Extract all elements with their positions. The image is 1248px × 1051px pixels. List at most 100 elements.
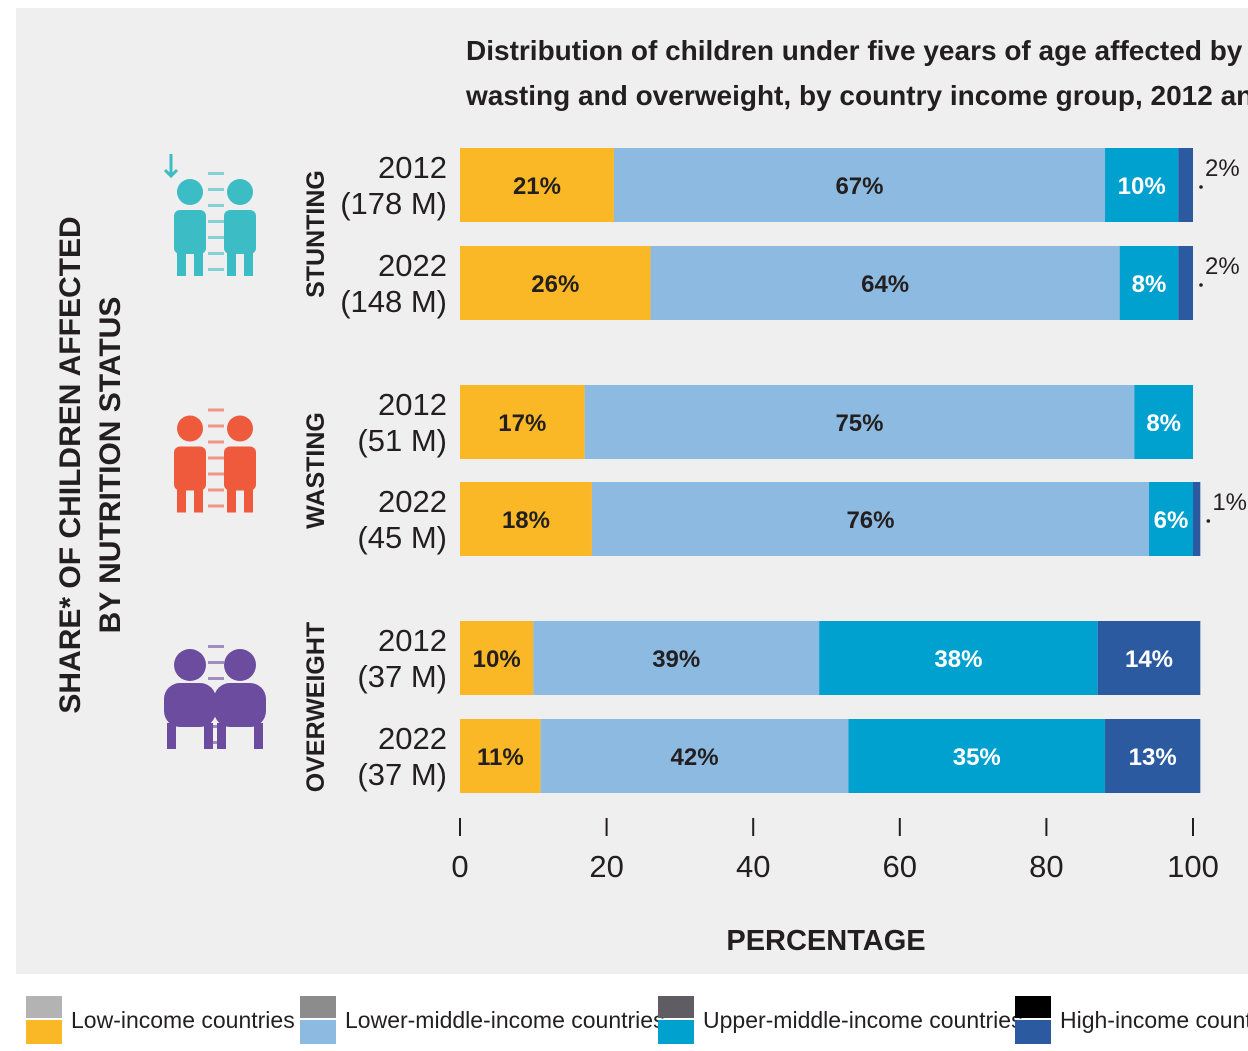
x-tick-label: 0 — [451, 849, 468, 884]
ruler-tick-shape — [208, 204, 224, 207]
bar-segment — [460, 621, 534, 695]
row-year-label: 2022 — [378, 484, 447, 519]
legend-swatch-color — [26, 1020, 62, 1044]
legend-label: High-income countries — [1060, 1007, 1248, 1033]
bar-segment — [819, 621, 1098, 695]
row-year-label: 2022 — [378, 248, 447, 283]
bar-segment — [1178, 246, 1193, 320]
down-arrow-shape — [163, 154, 179, 179]
row-count-label: (37 M) — [357, 757, 447, 792]
bar-segment — [460, 385, 585, 459]
row-count-label: (45 M) — [357, 520, 447, 555]
bar-value-label: 13% — [1129, 744, 1177, 771]
leader-dot — [1199, 283, 1203, 287]
legend-label: Upper-middle-income countries — [703, 1007, 1023, 1033]
bar-value-label: 42% — [671, 744, 719, 771]
legend-swatch-gray — [300, 996, 336, 1018]
bar-value-label: 26% — [531, 271, 579, 298]
child-leg-shape — [194, 486, 203, 513]
chart-legend: Low-income countries Lower-middle-income … — [26, 996, 1248, 1044]
bar-value-label: 14% — [1125, 646, 1173, 673]
row-year-label: 2012 — [378, 150, 447, 185]
group-label-wasting: WASTING — [302, 412, 330, 529]
chart-title: Distribution of children under five year… — [465, 35, 1248, 111]
row-year-label: 2022 — [378, 721, 447, 756]
ruler-tick-shape — [208, 725, 224, 728]
chart-title-line-1: Distribution of children under five year… — [466, 35, 1248, 66]
legend-swatch-color — [658, 1020, 694, 1044]
bar-value-label: 10% — [1118, 173, 1166, 200]
row-year-label: 2012 — [378, 387, 447, 422]
ruler-tick-shape — [208, 661, 224, 664]
row-count-label: (51 M) — [357, 423, 447, 458]
bar-segment — [460, 482, 592, 556]
bar-segment — [1097, 621, 1201, 695]
row-year-label: 2012 — [378, 623, 447, 658]
bar-segment — [1105, 148, 1179, 222]
leader-dot — [1199, 185, 1203, 189]
ruler-tick-shape — [208, 504, 224, 508]
bar-value-label: 11% — [477, 744, 524, 771]
y-axis-title-line-1: SHARE* OF CHILDREN AFFECTED — [54, 216, 87, 713]
bar-segment — [460, 246, 651, 320]
child-leg-shape — [167, 723, 176, 749]
x-tick-label: 40 — [736, 849, 770, 884]
bar-value-label: 8% — [1146, 410, 1181, 437]
bar-value-label-outside: 2% — [1205, 253, 1240, 280]
y-axis-title-line-2: BY NUTRITION STATUS — [94, 297, 127, 634]
ruler-tick-shape — [208, 236, 224, 239]
bar-segment — [613, 148, 1106, 222]
legend-swatch-gray — [658, 996, 694, 1018]
child-head-shape — [174, 649, 206, 681]
bar-value-label-outside: 1% — [1212, 489, 1247, 516]
group-label-stunting: STUNTING — [302, 170, 330, 298]
bar-segment — [540, 719, 849, 793]
legend-swatch-gray — [1015, 996, 1051, 1018]
child-leg-shape — [244, 486, 253, 513]
bar-segment — [460, 719, 541, 793]
bar-segment — [591, 482, 1150, 556]
bar-segment — [533, 621, 820, 695]
stunting-children-icon — [163, 154, 256, 276]
child-leg-shape — [177, 486, 186, 513]
bar-value-label-outside: 2% — [1205, 155, 1240, 182]
row-count-label: (37 M) — [357, 659, 447, 694]
child-leg-shape — [227, 486, 236, 513]
bar-value-label: 6% — [1154, 507, 1189, 534]
bar-value-label: 18% — [502, 507, 550, 534]
bar-value-label: 64% — [861, 271, 909, 298]
child-body-shape — [164, 683, 216, 727]
ruler-tick-shape — [208, 472, 224, 476]
bar-value-label: 10% — [473, 646, 521, 673]
group-labels: STUNTING WASTING OVERWEIGHT — [302, 170, 330, 792]
child-body-shape — [214, 683, 266, 727]
bar-value-label: 38% — [934, 646, 982, 673]
ruler-tick-shape — [208, 456, 224, 460]
child-head-shape — [177, 415, 203, 442]
child-leg-shape — [204, 723, 213, 749]
row-labels: 2012(178 M)2022(148 M)2012(51 M)2022(45 … — [340, 150, 447, 792]
child-leg-shape — [254, 723, 263, 749]
child-body-shape — [224, 446, 256, 491]
chart-title-line-2: wasting and overweight, by country incom… — [465, 80, 1248, 111]
ruler-tick-shape — [208, 440, 224, 444]
bar-segment — [1134, 385, 1193, 459]
x-axis: 0 20 40 60 80 100 — [451, 818, 1219, 884]
bar-segment — [460, 148, 614, 222]
child-leg-shape — [217, 723, 226, 749]
x-tick-label: 100 — [1167, 849, 1219, 884]
ruler-tick-shape — [208, 741, 224, 744]
child-head-shape — [224, 649, 256, 681]
bar-segment — [1193, 482, 1201, 556]
legend-swatch-color — [300, 1020, 336, 1044]
leader-dot — [1206, 519, 1211, 523]
bar-segment — [1149, 482, 1193, 556]
child-leg-shape — [177, 250, 186, 276]
child-body-shape — [174, 446, 206, 491]
ruler-tick-shape — [208, 709, 224, 712]
bar-value-label: 76% — [846, 507, 894, 534]
child-head-shape — [227, 415, 253, 442]
ruler-tick-shape — [208, 188, 224, 191]
child-leg-shape — [194, 250, 203, 276]
